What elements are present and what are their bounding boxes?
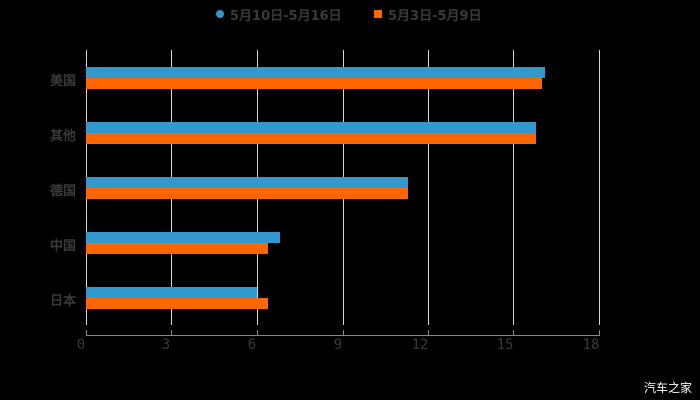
x-tick-label: 6 <box>247 337 257 353</box>
category-label: 中国 <box>50 239 77 254</box>
category-label: 其他 <box>50 129 77 144</box>
category-label: 美国 <box>50 74 77 89</box>
bar-series-a[interactable] <box>86 67 545 78</box>
bar-series-b[interactable] <box>86 133 537 144</box>
bar-series-b[interactable] <box>86 243 269 254</box>
bar-series-a[interactable] <box>86 232 280 243</box>
x-tick-label: 3 <box>161 337 171 353</box>
x-tick <box>171 330 172 336</box>
legend-item-series-a[interactable]: 5月10日-5月16日 <box>216 4 342 24</box>
bar-series-a[interactable] <box>86 122 537 133</box>
category-label: 德国 <box>50 184 77 199</box>
category-label: 日本 <box>50 294 77 309</box>
x-tick-label: 12 <box>411 337 429 353</box>
x-tick <box>513 330 514 336</box>
watermark-logo: 汽车之家 <box>643 381 692 395</box>
x-tick-label: 9 <box>333 337 343 353</box>
gridline <box>513 50 514 325</box>
legend-label: 5月3日-5月9日 <box>388 8 482 24</box>
gridline <box>428 50 429 325</box>
x-tick-label: 15 <box>496 337 514 353</box>
bar-series-a[interactable] <box>86 177 409 188</box>
gridline <box>599 50 600 325</box>
chart-legend: 5月10日-5月16日 5月3日-5月9日 <box>0 4 700 24</box>
x-tick <box>599 330 600 336</box>
bar-series-b[interactable] <box>86 78 542 89</box>
circle-marker-icon <box>216 10 224 18</box>
x-tick <box>86 330 87 336</box>
bar-series-b[interactable] <box>86 188 409 199</box>
legend-label: 5月10日-5月16日 <box>230 8 342 24</box>
bar-series-b[interactable] <box>86 298 269 309</box>
x-tick-label: 18 <box>582 337 600 353</box>
x-tick <box>428 330 429 336</box>
x-tick-label: 0 <box>76 337 86 353</box>
bar-series-a[interactable] <box>86 287 257 298</box>
legend-item-series-b[interactable]: 5月3日-5月9日 <box>374 4 482 24</box>
x-tick <box>257 330 258 336</box>
x-tick <box>343 330 344 336</box>
square-marker-icon <box>374 10 382 18</box>
